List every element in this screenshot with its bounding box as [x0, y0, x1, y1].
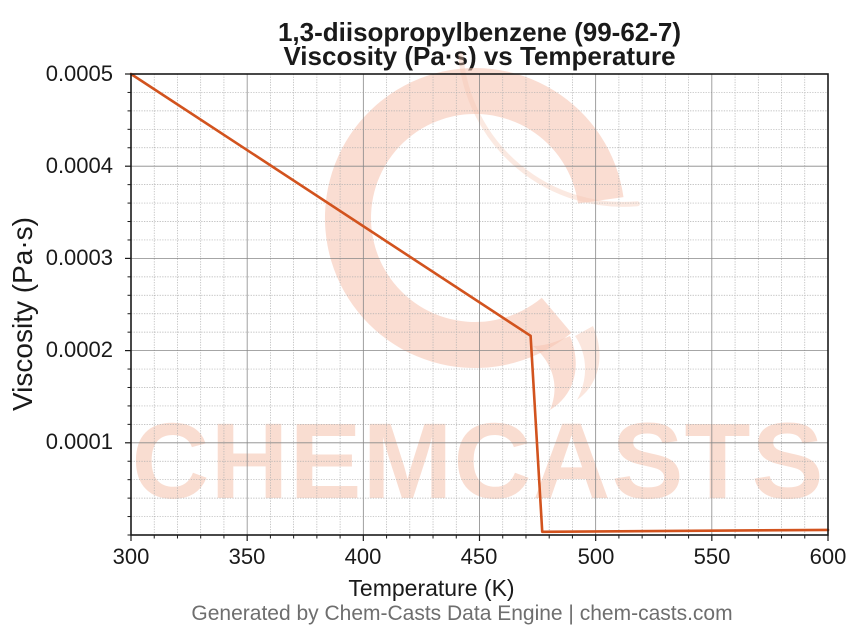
- svg-text:CHEMCASTS: CHEMCASTS: [131, 400, 824, 521]
